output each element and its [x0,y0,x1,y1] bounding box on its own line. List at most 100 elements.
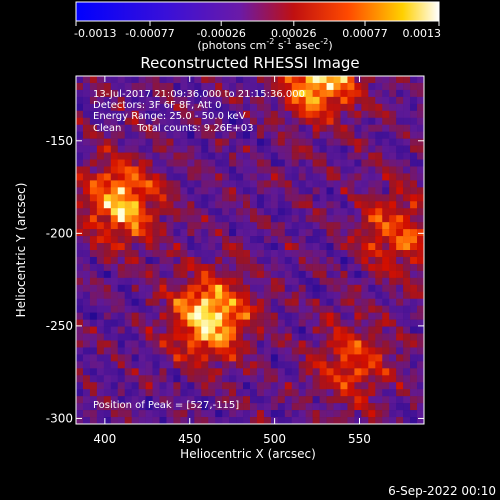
heatmap-cell [326,312,334,320]
heatmap-cell [375,76,383,84]
heatmap-cell [117,243,126,251]
heatmap-cell [131,417,139,424]
heatmap-cell [375,396,383,404]
heatmap-cell [138,396,146,404]
heatmap-cell [166,403,174,411]
heatmap-cell [159,187,167,195]
heatmap-cell [117,312,126,320]
heatmap-cell [382,89,390,98]
heatmap-cell [76,229,84,237]
heatmap-cell [305,138,313,146]
heatmap-cell [396,326,404,334]
heatmap-cell [403,340,411,348]
heatmap-cell [208,291,216,300]
heatmap-cell [236,145,244,153]
heatmap-cell [389,76,397,84]
heatmap-cell [208,103,216,112]
heatmap-cell [201,166,209,174]
heatmap-cell [243,368,251,376]
heatmap-cell [173,396,181,404]
heatmap-cell [298,319,306,327]
heatmap-cell [215,410,223,418]
heatmap-cell [340,138,348,146]
heatmap-cell [159,382,167,390]
heatmap-cell [396,145,404,153]
heatmap-cell [89,222,98,230]
heatmap-cell [180,284,188,293]
heatmap-cell [326,236,334,244]
heatmap-cell [124,284,132,293]
heatmap-cell [131,194,139,202]
heatmap-cell [375,375,383,383]
heatmap-cell [166,243,174,251]
heatmap-cell [131,361,139,369]
heatmap-cell [138,298,146,306]
heatmap-cell [354,117,362,126]
heatmap-cell [361,124,369,132]
heatmap-cell [250,354,258,362]
heatmap-cell [263,333,272,341]
heatmap-cell [382,173,390,181]
heatmap-cell [138,403,146,411]
heatmap-cell [250,333,258,341]
heatmap-cell [243,256,251,265]
heatmap-cell [166,270,174,279]
heatmap-cell [89,173,98,181]
heatmap-cell [82,298,91,306]
colorbar-tick-label: 0.00026 [271,27,317,40]
heatmap-cell [215,82,223,91]
heatmap-cell [277,410,286,418]
heatmap-cell [201,82,209,91]
heatmap-cell [389,236,397,244]
heatmap-cell [82,131,91,139]
heatmap-cell [382,270,390,279]
heatmap-cell [368,333,376,341]
heatmap-cell [270,208,279,216]
heatmap-cell [117,117,126,126]
heatmap-cell [145,187,153,195]
heatmap-cell [333,298,341,306]
heatmap-cell [145,215,153,223]
heatmap-cell [354,194,362,202]
heatmap-cell [166,194,174,202]
heatmap-cell [382,201,390,209]
heatmap-cell [291,347,300,355]
heatmap-cell [284,124,293,132]
heatmap-cell [375,270,383,279]
heatmap-cell [284,229,293,237]
heatmap-cell [347,166,355,174]
heatmap-cell [270,229,279,237]
heatmap-cell [173,82,181,91]
heatmap-cell [270,354,279,362]
heatmap-cell [243,403,251,411]
heatmap-cell [396,187,404,195]
heatmap-cell [89,131,98,139]
heatmap-cell [284,347,293,355]
heatmap-cell [382,166,390,174]
colorbar: -0.0013 -0.00077 -0.00026 0.00026 0.00077 0.0… [74,1,441,52]
heatmap-cell [256,159,265,167]
heatmap-cell [312,187,320,195]
heatmap-cell [124,347,132,355]
heatmap-cell [347,326,355,334]
heatmap-cell [298,256,306,265]
heatmap-cell [222,298,230,306]
colorbar-ticks: -0.0013 -0.00077 -0.00026 0.00026 0.00077 0.0… [74,21,441,40]
heatmap-cell [82,117,91,126]
heatmap-cell [208,152,216,160]
heatmap-cell [159,284,167,293]
heatmap-cell [319,354,327,362]
heatmap-cell [396,333,404,341]
heatmap-cell [270,263,279,272]
heatmap-cell [368,256,376,265]
heatmap-cell [229,396,237,404]
heatmap-cell [305,312,313,320]
heatmap-cell [382,256,390,265]
heatmap-cell [243,187,251,195]
heatmap-cell [312,229,320,237]
heatmap-cell [284,375,293,383]
heatmap-cell [229,180,237,188]
heatmap-cell [103,159,112,167]
heatmap-cell [361,319,369,327]
heatmap-cell [312,236,320,244]
